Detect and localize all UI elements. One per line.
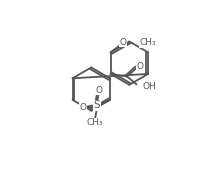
Text: OH: OH	[142, 81, 156, 91]
Text: O: O	[136, 62, 143, 71]
Text: O: O	[79, 103, 86, 112]
Text: S: S	[93, 100, 100, 110]
Text: CH₃: CH₃	[86, 118, 103, 127]
Text: CH₃: CH₃	[139, 38, 155, 47]
Text: O: O	[119, 38, 126, 47]
Text: O: O	[95, 86, 102, 95]
